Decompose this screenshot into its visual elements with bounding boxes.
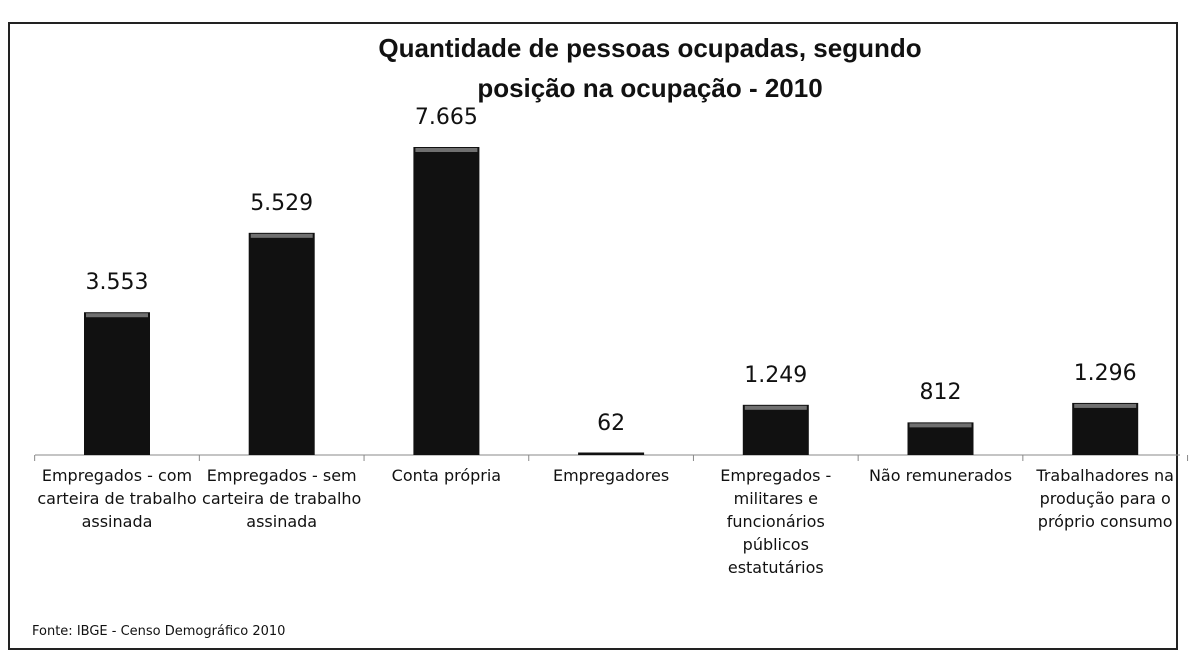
x-tick-label: Não remunerados [868,466,1013,485]
bar [907,422,974,455]
value-label: 812 [919,380,962,406]
x-tick-label: Empregados - sem carteira de trabalho as… [202,466,362,531]
chart-frame [8,22,1178,650]
value-label: 3.553 [85,270,149,296]
x-tick-label: Trabalhadores na produção para o próprio… [1036,466,1174,531]
bar-highlight [250,233,313,238]
bar [742,404,809,455]
source-note: Fonte: IBGE - Censo Demográfico 2010 [32,624,286,639]
value-label: 1.249 [744,362,808,388]
bar [248,232,315,455]
x-tick-label: Empregadores [552,466,670,485]
bar-highlight [744,405,807,410]
bar [413,147,480,455]
bar-highlight [909,423,972,428]
bar-highlight [415,148,478,152]
bar [84,312,150,455]
x-tick-label: Conta própria [391,466,502,485]
x-tick-label: Empregados - militares e funcionários pú… [720,466,832,577]
value-label: 1.296 [1073,360,1137,386]
value-label: 5.529 [250,190,314,216]
bar-highlight [86,313,148,318]
value-label: 62 [597,410,626,436]
bar [578,452,645,455]
chart-title: Quantidade de pessoas ocupadas, segundo … [378,33,922,103]
bar-highlight [1074,403,1137,408]
x-tick-label: Empregados - com carteira de trabalho as… [37,466,197,531]
value-label: 7.665 [414,105,478,130]
bar [1072,402,1139,455]
